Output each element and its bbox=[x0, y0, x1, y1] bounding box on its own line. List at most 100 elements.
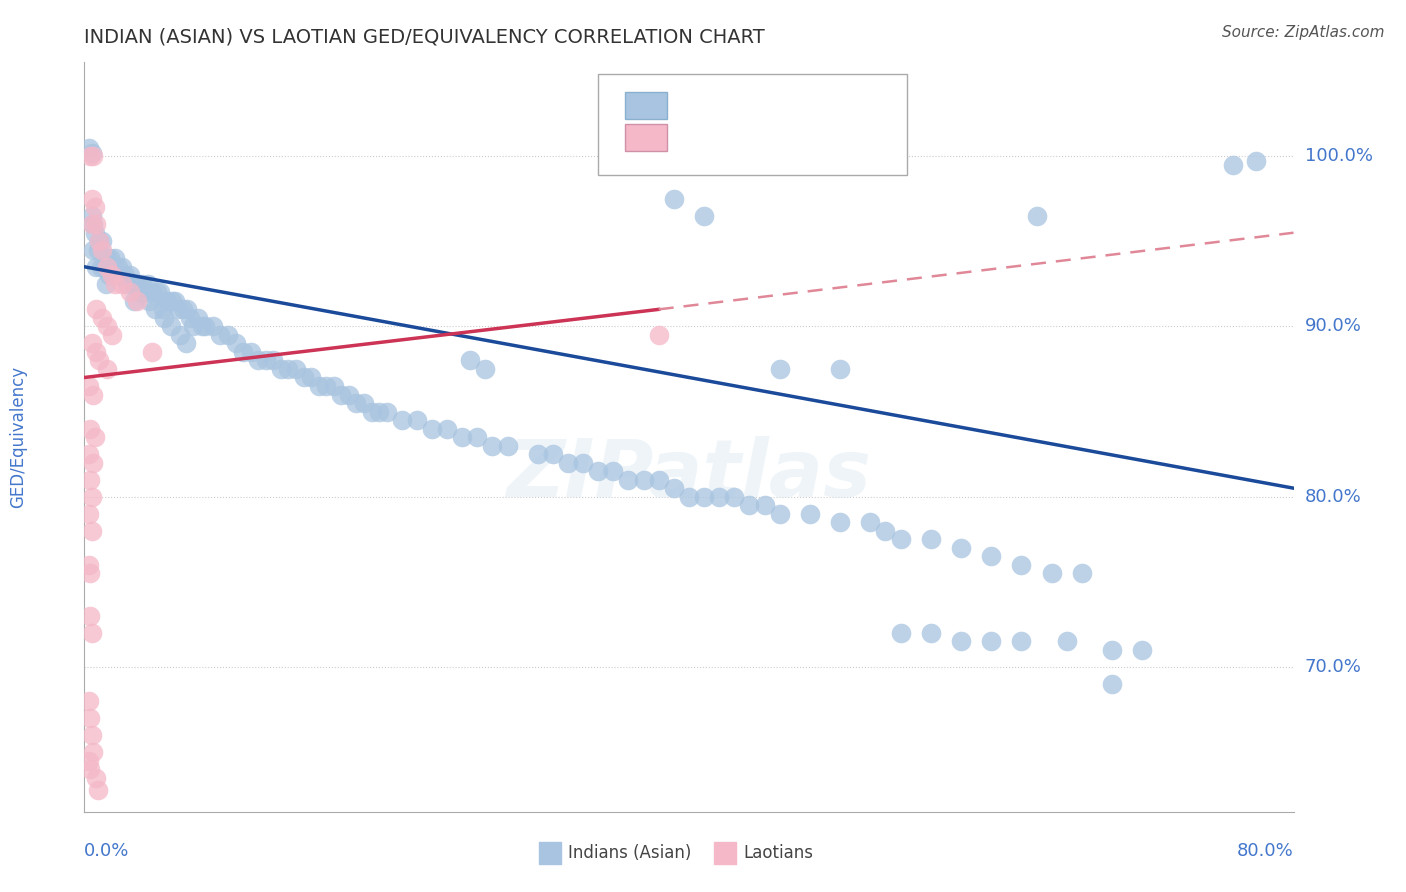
Text: N =: N = bbox=[807, 128, 855, 146]
Point bbox=[104, 252, 127, 266]
Point bbox=[799, 507, 821, 521]
Point bbox=[315, 379, 337, 393]
Point bbox=[122, 293, 145, 308]
Point bbox=[693, 490, 716, 504]
Point bbox=[82, 387, 104, 401]
Point bbox=[89, 353, 111, 368]
Point bbox=[187, 310, 209, 325]
Point bbox=[167, 302, 190, 317]
Point bbox=[82, 149, 104, 163]
Point bbox=[678, 490, 700, 504]
Point bbox=[481, 439, 503, 453]
Point bbox=[633, 473, 655, 487]
Point bbox=[572, 456, 595, 470]
Point bbox=[80, 192, 103, 206]
Text: ZIPatlas: ZIPatlas bbox=[506, 435, 872, 514]
Point bbox=[82, 217, 104, 231]
Point bbox=[79, 421, 101, 435]
Text: 100.0%: 100.0% bbox=[1305, 147, 1372, 165]
Point bbox=[360, 404, 382, 418]
Point bbox=[79, 608, 101, 623]
Point bbox=[890, 533, 912, 547]
Text: 45: 45 bbox=[865, 128, 887, 146]
Point bbox=[153, 310, 176, 325]
Point bbox=[94, 277, 117, 291]
Point bbox=[86, 260, 108, 274]
Point bbox=[86, 302, 108, 317]
Point bbox=[96, 252, 118, 266]
Text: 0.077: 0.077 bbox=[731, 128, 785, 146]
Point bbox=[131, 277, 153, 291]
Point bbox=[100, 260, 122, 274]
Point bbox=[121, 277, 143, 291]
Point bbox=[458, 353, 481, 368]
FancyBboxPatch shape bbox=[624, 124, 668, 151]
Point bbox=[467, 430, 489, 444]
Text: INDIAN (ASIAN) VS LAOTIAN GED/EQUIVALENCY CORRELATION CHART: INDIAN (ASIAN) VS LAOTIAN GED/EQUIVALENC… bbox=[84, 28, 765, 47]
Point bbox=[1011, 558, 1033, 572]
Point bbox=[406, 413, 429, 427]
Point bbox=[1056, 634, 1078, 648]
Point bbox=[693, 209, 716, 223]
Text: R =: R = bbox=[676, 96, 713, 114]
Point bbox=[100, 327, 122, 342]
Point bbox=[496, 439, 519, 453]
Point bbox=[91, 234, 114, 248]
Point bbox=[950, 634, 973, 648]
Point bbox=[875, 524, 897, 538]
Point bbox=[87, 243, 110, 257]
Text: GED/Equivalency: GED/Equivalency bbox=[8, 366, 27, 508]
Point bbox=[96, 260, 118, 274]
Point bbox=[93, 260, 115, 274]
Point bbox=[588, 464, 610, 478]
Point bbox=[738, 498, 761, 512]
Point bbox=[108, 268, 131, 283]
Point bbox=[176, 302, 198, 317]
Point bbox=[100, 268, 122, 283]
Point bbox=[165, 293, 187, 308]
Point bbox=[115, 277, 138, 291]
Point bbox=[1025, 209, 1047, 223]
Point bbox=[662, 481, 685, 495]
Point bbox=[217, 327, 239, 342]
Text: Source: ZipAtlas.com: Source: ZipAtlas.com bbox=[1222, 25, 1385, 40]
Point bbox=[169, 327, 191, 342]
Point bbox=[141, 345, 163, 359]
Text: 90.0%: 90.0% bbox=[1305, 318, 1361, 335]
Point bbox=[194, 319, 217, 334]
Point bbox=[79, 473, 101, 487]
Point bbox=[79, 566, 101, 581]
Point bbox=[84, 226, 107, 240]
Point bbox=[322, 379, 344, 393]
Point bbox=[709, 490, 731, 504]
Point bbox=[617, 473, 640, 487]
Point bbox=[1244, 154, 1267, 169]
Point bbox=[254, 353, 277, 368]
Point bbox=[156, 293, 179, 308]
Point bbox=[191, 319, 214, 334]
Point bbox=[101, 268, 124, 283]
Point bbox=[89, 234, 111, 248]
Point bbox=[77, 447, 100, 461]
Point bbox=[86, 345, 108, 359]
Point bbox=[330, 387, 353, 401]
Point bbox=[920, 626, 942, 640]
Point bbox=[830, 362, 852, 376]
Point bbox=[86, 771, 108, 785]
Point bbox=[239, 345, 262, 359]
Point bbox=[82, 456, 104, 470]
Point bbox=[114, 268, 136, 283]
Point bbox=[1071, 566, 1094, 581]
Point bbox=[77, 754, 100, 768]
Point bbox=[209, 327, 232, 342]
Point bbox=[80, 626, 103, 640]
Point bbox=[346, 396, 368, 410]
Point bbox=[420, 421, 443, 435]
Point bbox=[337, 387, 360, 401]
FancyBboxPatch shape bbox=[599, 74, 907, 175]
Point bbox=[1011, 634, 1033, 648]
Point bbox=[80, 336, 103, 351]
Point bbox=[141, 285, 163, 300]
Point bbox=[662, 192, 685, 206]
Point bbox=[1040, 566, 1063, 581]
